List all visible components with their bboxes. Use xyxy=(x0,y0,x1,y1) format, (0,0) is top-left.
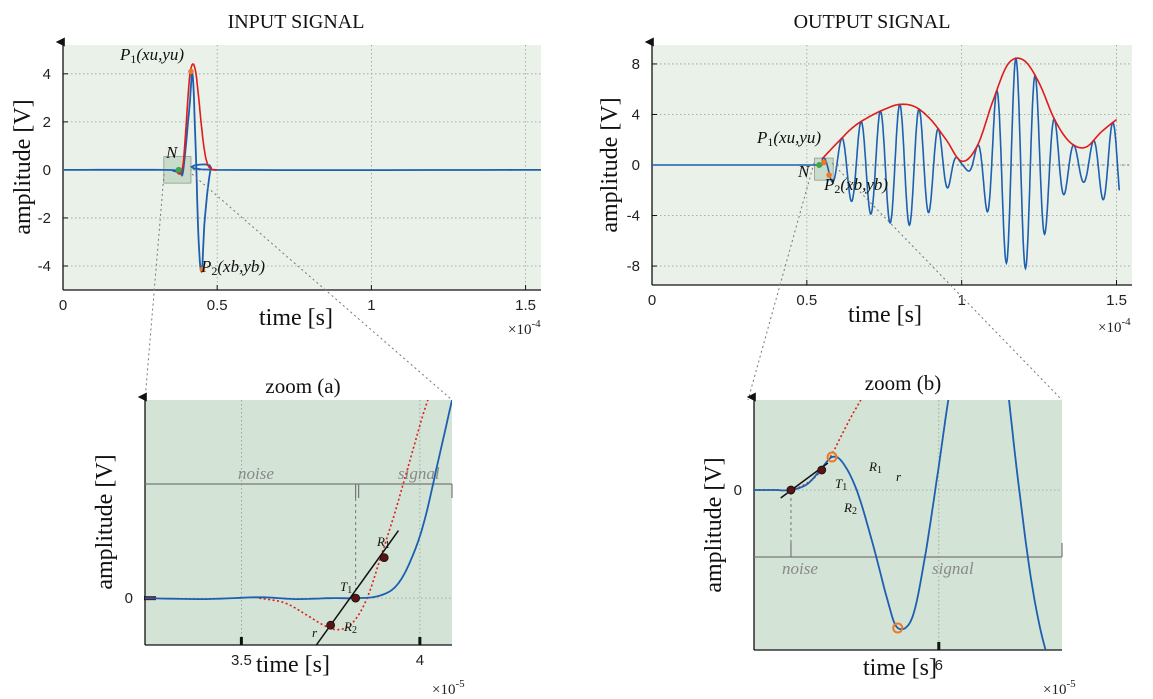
y-tick-label: -2 xyxy=(38,210,51,227)
zoom-a-r1-label: R1 xyxy=(376,534,390,551)
zoom-b-x-multiplier: ×10-5 xyxy=(1043,678,1076,698)
zoom-a-r-label: r xyxy=(312,625,318,640)
zoom-b-title: zoom (b) xyxy=(865,371,941,395)
output-p2-marker xyxy=(826,172,832,178)
y-tick-label: -8 xyxy=(627,258,640,275)
zoom-b-y-label: amplitude [V] xyxy=(701,457,727,592)
zoom-b-noise-label: noise xyxy=(782,559,818,578)
y-tick-label: 0 xyxy=(734,482,742,499)
y-tick-label: 4 xyxy=(632,106,640,123)
input-title: INPUT SIGNAL xyxy=(228,11,365,33)
input-x-multiplier: ×10-4 xyxy=(508,318,541,338)
x-tick-label: 4 xyxy=(416,652,424,669)
input-envelope-line xyxy=(176,63,218,175)
output-y-label: amplitude [V] xyxy=(597,97,623,232)
output-x-multiplier: ×10-4 xyxy=(1098,316,1131,336)
zoom-b-peak-marker xyxy=(826,451,838,463)
zoom-a-ticks: 3.5 4 0 xyxy=(125,590,424,669)
input-p2-marker xyxy=(199,266,206,273)
zoom-a-plot-area xyxy=(145,400,452,645)
y-tick-label: 8 xyxy=(632,56,640,73)
input-x-label: time [s] xyxy=(259,305,333,331)
zoom-a-t1-label: T1 xyxy=(340,579,352,596)
zoom-b-r1-label: R1 xyxy=(868,459,882,476)
input-p1-marker xyxy=(188,68,194,75)
input-plot-area xyxy=(63,45,541,290)
zoom-b-trough-marker xyxy=(892,622,904,634)
input-signal-line xyxy=(63,69,541,274)
zoom-a-title: zoom (a) xyxy=(265,374,340,398)
connector-b-right xyxy=(831,162,1063,401)
zoom-a-y-label: amplitude [V] xyxy=(92,454,118,589)
x-tick-label: 1.5 xyxy=(1106,292,1127,309)
x-tick-label: 3.5 xyxy=(231,652,252,669)
zoom-b-r-label: r xyxy=(896,469,902,484)
x-tick-label: 0.5 xyxy=(207,297,228,314)
output-p1-label: P1(xu,yu) xyxy=(756,128,821,149)
zoom-a-chart: zoom (a) 3.5 4 0 noise signal T1 R1 R2 r t… xyxy=(92,374,465,698)
zoom-b-signal-line xyxy=(754,400,1047,650)
zoom-b-plot-area xyxy=(754,400,1062,650)
y-tick-label: 0 xyxy=(125,590,133,607)
zoom-a-r2-point xyxy=(326,620,336,630)
y-tick-label: -4 xyxy=(627,208,640,225)
x-tick-label: 1 xyxy=(958,292,966,309)
y-tick-label: -4 xyxy=(38,258,51,275)
x-tick-label: 0 xyxy=(648,292,656,309)
zoom-b-zones xyxy=(754,490,1063,558)
zoom-a-signal-line xyxy=(145,400,452,600)
output-envelope-line xyxy=(821,57,1118,163)
x-tick-label: 0.5 xyxy=(796,292,817,309)
output-p1-marker xyxy=(821,159,827,166)
zoom-a-x-label: time [s] xyxy=(256,652,330,678)
output-onset-marker xyxy=(816,162,823,168)
input-ticks: 0 0.5 1 1.5 -4 -2 0 2 4 xyxy=(38,66,536,314)
zoom-a-r1-point xyxy=(379,553,389,563)
zoom-a-r2-label: R2 xyxy=(343,619,357,636)
zoom-connectors xyxy=(144,162,1063,401)
zoom-b-r1-point xyxy=(817,465,827,475)
zoom-b-chart: zoom (b) 6 0 noise signal T1 R1 R2 r time… xyxy=(701,371,1076,698)
connector-b-left xyxy=(747,162,815,401)
y-tick-label: 0 xyxy=(43,162,51,179)
x-tick-label: 6 xyxy=(935,657,943,674)
input-p2-label: P2(xb,yb) xyxy=(200,257,265,278)
output-p2-label: P2(xb,yb) xyxy=(823,175,888,196)
zoom-b-r2-label: R2 xyxy=(843,500,857,517)
input-grid xyxy=(63,45,541,290)
zoom-b-signal-label: signal xyxy=(932,559,974,578)
input-onset-marker xyxy=(175,166,182,173)
zoom-a-zones xyxy=(145,483,453,599)
x-tick-label: 1 xyxy=(367,297,375,314)
output-x-label: time [s] xyxy=(848,302,922,328)
zoom-b-t1-label: T1 xyxy=(835,476,847,493)
zoom-a-dotted-curve xyxy=(259,400,429,631)
zoom-a-x-multiplier: ×10-5 xyxy=(432,678,465,698)
y-tick-label: 4 xyxy=(43,66,51,83)
zoom-b-grid xyxy=(754,400,1062,650)
output-title: OUTPUT SIGNAL xyxy=(794,11,951,33)
zoom-a-t1-point xyxy=(351,593,361,603)
y-tick-label: 2 xyxy=(43,114,51,131)
zoom-b-t1-point xyxy=(786,485,796,495)
input-y-label: amplitude [V] xyxy=(10,99,36,234)
y-tick-label: 0 xyxy=(632,157,640,174)
output-ticks: 0 0.5 1 1.5 -8 -4 0 4 8 xyxy=(627,56,1127,309)
zoom-b-dotted-curve xyxy=(754,400,862,492)
x-tick-label: 0 xyxy=(59,297,67,314)
output-signal-line xyxy=(652,56,1121,271)
zoom-a-signal-label: signal xyxy=(398,464,440,483)
zoom-a-noise-label: noise xyxy=(238,464,274,483)
input-onset-label: N xyxy=(165,143,179,162)
output-onset-label: N xyxy=(797,162,811,181)
zoom-b-x-label: time [s] xyxy=(863,655,937,681)
input-p1-label: P1(xu,yu) xyxy=(119,45,184,66)
x-tick-label: 1.5 xyxy=(515,297,536,314)
input-chart: INPUT SIGNAL 0 0.5 1 1.5 -4 -2 0 2 4 P1(xu,yu) P… xyxy=(10,11,541,338)
